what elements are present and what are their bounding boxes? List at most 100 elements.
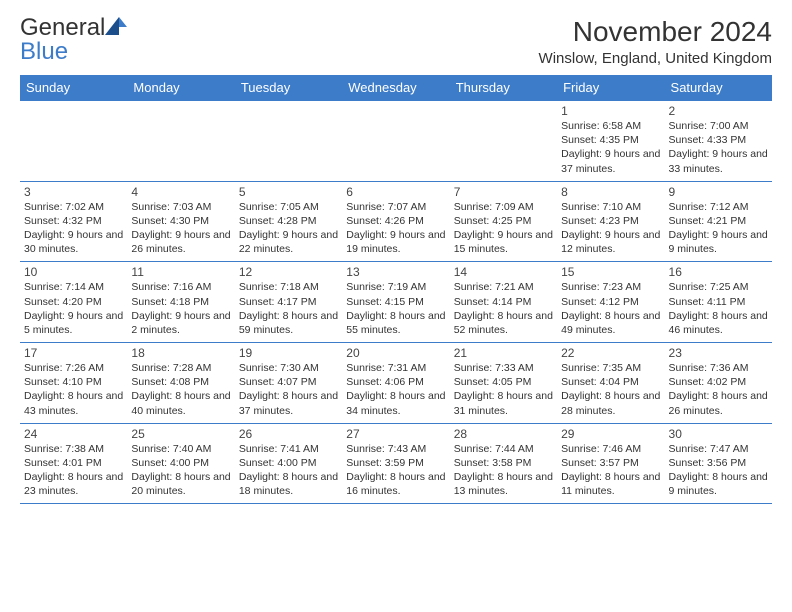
day-number: 28	[454, 427, 553, 441]
day-number: 12	[239, 265, 338, 279]
calendar-day-cell: 8Sunrise: 7:10 AMSunset: 4:23 PMDaylight…	[557, 181, 664, 262]
day-info: Sunrise: 7:05 AMSunset: 4:28 PMDaylight:…	[239, 200, 338, 257]
calendar-day-cell: 5Sunrise: 7:05 AMSunset: 4:28 PMDaylight…	[235, 181, 342, 262]
day-header: Friday	[557, 75, 664, 101]
calendar-day-cell: 14Sunrise: 7:21 AMSunset: 4:14 PMDayligh…	[450, 262, 557, 343]
day-header: Monday	[127, 75, 234, 101]
day-header: Sunday	[20, 75, 127, 101]
day-number: 2	[669, 104, 768, 118]
day-info: Sunrise: 7:35 AMSunset: 4:04 PMDaylight:…	[561, 361, 660, 418]
calendar-day-cell: 6Sunrise: 7:07 AMSunset: 4:26 PMDaylight…	[342, 181, 449, 262]
day-info: Sunrise: 7:43 AMSunset: 3:59 PMDaylight:…	[346, 442, 445, 499]
day-number: 1	[561, 104, 660, 118]
calendar-week-row: 1Sunrise: 6:58 AMSunset: 4:35 PMDaylight…	[20, 101, 772, 182]
calendar-day-cell: 11Sunrise: 7:16 AMSunset: 4:18 PMDayligh…	[127, 262, 234, 343]
title-block: November 2024 Winslow, England, United K…	[539, 16, 772, 67]
day-number: 18	[131, 346, 230, 360]
calendar-day-cell: 24Sunrise: 7:38 AMSunset: 4:01 PMDayligh…	[20, 423, 127, 504]
day-info: Sunrise: 7:46 AMSunset: 3:57 PMDaylight:…	[561, 442, 660, 499]
calendar-day-cell: 28Sunrise: 7:44 AMSunset: 3:58 PMDayligh…	[450, 423, 557, 504]
calendar-day-cell	[342, 101, 449, 182]
month-title: November 2024	[539, 16, 772, 48]
day-info: Sunrise: 7:23 AMSunset: 4:12 PMDaylight:…	[561, 280, 660, 337]
calendar-day-cell: 23Sunrise: 7:36 AMSunset: 4:02 PMDayligh…	[665, 343, 772, 424]
day-header: Saturday	[665, 75, 772, 101]
logo-triangle-icon	[105, 17, 127, 35]
day-number: 6	[346, 185, 445, 199]
calendar-day-cell: 18Sunrise: 7:28 AMSunset: 4:08 PMDayligh…	[127, 343, 234, 424]
day-number: 3	[24, 185, 123, 199]
calendar-day-cell	[20, 101, 127, 182]
calendar-day-cell: 15Sunrise: 7:23 AMSunset: 4:12 PMDayligh…	[557, 262, 664, 343]
calendar-day-cell: 16Sunrise: 7:25 AMSunset: 4:11 PMDayligh…	[665, 262, 772, 343]
day-number: 20	[346, 346, 445, 360]
day-info: Sunrise: 7:44 AMSunset: 3:58 PMDaylight:…	[454, 442, 553, 499]
calendar-day-cell: 7Sunrise: 7:09 AMSunset: 4:25 PMDaylight…	[450, 181, 557, 262]
day-info: Sunrise: 7:18 AMSunset: 4:17 PMDaylight:…	[239, 280, 338, 337]
day-number: 21	[454, 346, 553, 360]
day-number: 26	[239, 427, 338, 441]
day-number: 29	[561, 427, 660, 441]
logo-part1: General	[20, 14, 105, 41]
day-info: Sunrise: 7:12 AMSunset: 4:21 PMDaylight:…	[669, 200, 768, 257]
day-info: Sunrise: 7:00 AMSunset: 4:33 PMDaylight:…	[669, 119, 768, 176]
page: General Blue November 2024 Winslow, Engl…	[0, 0, 792, 504]
calendar-body: 1Sunrise: 6:58 AMSunset: 4:35 PMDaylight…	[20, 101, 772, 504]
calendar-day-cell	[450, 101, 557, 182]
day-number: 23	[669, 346, 768, 360]
day-number: 8	[561, 185, 660, 199]
calendar-week-row: 24Sunrise: 7:38 AMSunset: 4:01 PMDayligh…	[20, 423, 772, 504]
day-number: 22	[561, 346, 660, 360]
calendar-day-cell	[235, 101, 342, 182]
calendar-day-cell: 13Sunrise: 7:19 AMSunset: 4:15 PMDayligh…	[342, 262, 449, 343]
day-number: 16	[669, 265, 768, 279]
day-number: 10	[24, 265, 123, 279]
day-info: Sunrise: 7:19 AMSunset: 4:15 PMDaylight:…	[346, 280, 445, 337]
calendar-day-cell: 29Sunrise: 7:46 AMSunset: 3:57 PMDayligh…	[557, 423, 664, 504]
day-info: Sunrise: 7:02 AMSunset: 4:32 PMDaylight:…	[24, 200, 123, 257]
day-info: Sunrise: 7:16 AMSunset: 4:18 PMDaylight:…	[131, 280, 230, 337]
day-info: Sunrise: 7:36 AMSunset: 4:02 PMDaylight:…	[669, 361, 768, 418]
day-number: 7	[454, 185, 553, 199]
day-info: Sunrise: 6:58 AMSunset: 4:35 PMDaylight:…	[561, 119, 660, 176]
day-info: Sunrise: 7:10 AMSunset: 4:23 PMDaylight:…	[561, 200, 660, 257]
calendar-day-cell: 19Sunrise: 7:30 AMSunset: 4:07 PMDayligh…	[235, 343, 342, 424]
day-number: 27	[346, 427, 445, 441]
calendar-week-row: 3Sunrise: 7:02 AMSunset: 4:32 PMDaylight…	[20, 181, 772, 262]
day-number: 19	[239, 346, 338, 360]
day-number: 24	[24, 427, 123, 441]
day-info: Sunrise: 7:21 AMSunset: 4:14 PMDaylight:…	[454, 280, 553, 337]
header: General Blue November 2024 Winslow, Engl…	[20, 16, 772, 67]
day-header: Tuesday	[235, 75, 342, 101]
day-info: Sunrise: 7:28 AMSunset: 4:08 PMDaylight:…	[131, 361, 230, 418]
calendar-head: SundayMondayTuesdayWednesdayThursdayFrid…	[20, 75, 772, 101]
day-number: 14	[454, 265, 553, 279]
day-info: Sunrise: 7:38 AMSunset: 4:01 PMDaylight:…	[24, 442, 123, 499]
calendar-day-cell: 1Sunrise: 6:58 AMSunset: 4:35 PMDaylight…	[557, 101, 664, 182]
logo-part2: Blue	[20, 38, 68, 65]
logo-text: General Blue	[20, 16, 127, 64]
calendar-day-cell: 3Sunrise: 7:02 AMSunset: 4:32 PMDaylight…	[20, 181, 127, 262]
day-number: 5	[239, 185, 338, 199]
calendar-day-cell: 9Sunrise: 7:12 AMSunset: 4:21 PMDaylight…	[665, 181, 772, 262]
day-number: 17	[24, 346, 123, 360]
calendar-day-cell: 26Sunrise: 7:41 AMSunset: 4:00 PMDayligh…	[235, 423, 342, 504]
day-info: Sunrise: 7:25 AMSunset: 4:11 PMDaylight:…	[669, 280, 768, 337]
day-number: 15	[561, 265, 660, 279]
day-header: Thursday	[450, 75, 557, 101]
calendar-day-cell: 22Sunrise: 7:35 AMSunset: 4:04 PMDayligh…	[557, 343, 664, 424]
day-header: Wednesday	[342, 75, 449, 101]
calendar-day-cell: 4Sunrise: 7:03 AMSunset: 4:30 PMDaylight…	[127, 181, 234, 262]
calendar-day-cell: 27Sunrise: 7:43 AMSunset: 3:59 PMDayligh…	[342, 423, 449, 504]
day-number: 9	[669, 185, 768, 199]
logo: General Blue	[20, 16, 127, 64]
day-info: Sunrise: 7:31 AMSunset: 4:06 PMDaylight:…	[346, 361, 445, 418]
day-info: Sunrise: 7:09 AMSunset: 4:25 PMDaylight:…	[454, 200, 553, 257]
day-number: 25	[131, 427, 230, 441]
day-info: Sunrise: 7:26 AMSunset: 4:10 PMDaylight:…	[24, 361, 123, 418]
calendar-day-cell: 25Sunrise: 7:40 AMSunset: 4:00 PMDayligh…	[127, 423, 234, 504]
day-number: 13	[346, 265, 445, 279]
calendar-week-row: 17Sunrise: 7:26 AMSunset: 4:10 PMDayligh…	[20, 343, 772, 424]
calendar-day-cell: 30Sunrise: 7:47 AMSunset: 3:56 PMDayligh…	[665, 423, 772, 504]
calendar-day-cell	[127, 101, 234, 182]
